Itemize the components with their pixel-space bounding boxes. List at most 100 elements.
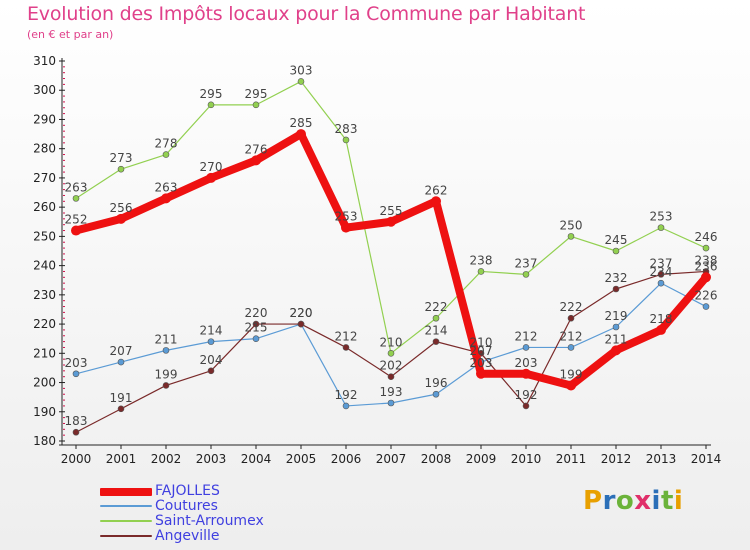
data-label-saint-arroumex: 222 <box>425 300 448 314</box>
data-label-saint-arroumex: 246 <box>695 230 718 244</box>
data-label-coutures: 207 <box>470 344 493 358</box>
data-point-coutures <box>432 390 440 398</box>
data-point-coutures <box>72 370 80 378</box>
data-label-saint-arroumex: 253 <box>650 210 673 224</box>
data-label-angeville: 214 <box>425 324 448 338</box>
y-tick-label: 270 <box>33 171 56 185</box>
x-tick-label: 2009 <box>466 452 497 466</box>
data-label-fajolles: 285 <box>290 116 313 130</box>
data-point-fajolles <box>251 155 261 166</box>
data-label-saint-arroumex: 237 <box>515 256 538 270</box>
data-label-angeville: 232 <box>605 271 628 285</box>
data-point-coutures <box>207 338 215 345</box>
data-label-angeville: 183 <box>65 414 88 428</box>
logo-letter: i <box>651 486 661 516</box>
data-point-angeville <box>612 285 620 293</box>
data-label-angeville: 191 <box>110 391 133 405</box>
data-label-angeville: 202 <box>380 359 403 373</box>
logo-letter: P <box>583 486 603 516</box>
logo-letter: t <box>660 486 674 516</box>
data-label-saint-arroumex: 250 <box>560 218 583 232</box>
data-label-fajolles: 253 <box>335 210 358 224</box>
y-tick-label: 220 <box>33 317 56 331</box>
data-point-fajolles <box>476 368 486 379</box>
data-label-angeville: 237 <box>650 256 673 270</box>
data-point-saint-arroumex <box>162 151 170 158</box>
data-label-angeville: 192 <box>515 388 538 402</box>
x-tick-label: 2010 <box>511 452 542 466</box>
x-tick-label: 2002 <box>151 452 182 466</box>
logo-letter: o <box>615 486 635 516</box>
data-point-coutures <box>522 344 530 351</box>
legend-swatch-fajolles <box>100 488 152 496</box>
data-label-coutures: 193 <box>380 385 403 399</box>
data-label-saint-arroumex: 295 <box>245 87 268 101</box>
legend-swatch-saint-arroumex <box>100 520 152 522</box>
data-label-coutures: 207 <box>110 344 133 358</box>
data-point-fajolles <box>431 196 441 207</box>
data-label-saint-arroumex: 273 <box>110 151 133 165</box>
data-label-saint-arroumex: 263 <box>65 180 88 194</box>
data-point-angeville <box>522 402 530 410</box>
proxiti-logo: Proxiti <box>583 486 683 516</box>
data-point-saint-arroumex <box>522 271 530 278</box>
data-label-angeville: 212 <box>335 329 358 343</box>
data-point-saint-arroumex <box>567 233 575 240</box>
data-label-fajolles: 211 <box>605 332 628 346</box>
data-point-fajolles <box>296 129 306 140</box>
x-tick-label: 2011 <box>556 452 587 466</box>
y-tick-label: 230 <box>33 288 56 302</box>
y-tick-label: 290 <box>33 112 56 126</box>
data-label-coutures: 215 <box>245 321 268 335</box>
data-point-angeville <box>297 320 305 328</box>
data-label-coutures: 203 <box>65 356 88 370</box>
x-tick-label: 2013 <box>646 452 677 466</box>
x-tick-label: 2004 <box>241 452 272 466</box>
data-point-saint-arroumex <box>657 224 665 231</box>
data-label-coutures: 220 <box>290 306 313 320</box>
data-label-coutures: 192 <box>335 388 358 402</box>
y-tick-label: 300 <box>33 83 56 97</box>
data-label-fajolles: 252 <box>65 213 88 227</box>
legend-label-saint-arroumex: Saint-Arroumex <box>155 513 264 529</box>
data-point-angeville <box>207 367 215 375</box>
data-point-saint-arroumex <box>297 78 305 85</box>
data-label-coutures: 212 <box>560 329 583 343</box>
data-point-coutures <box>117 358 125 366</box>
data-label-fajolles: 203 <box>515 356 538 370</box>
data-point-coutures <box>612 323 620 331</box>
data-label-angeville: 204 <box>200 353 223 367</box>
data-point-fajolles <box>71 225 81 236</box>
data-point-angeville <box>432 338 440 345</box>
data-point-saint-arroumex <box>252 101 260 109</box>
legend-label-coutures: Coutures <box>155 498 218 514</box>
data-point-angeville <box>342 344 350 351</box>
data-label-angeville: 210 <box>470 335 493 349</box>
logo-letter: x <box>634 486 652 516</box>
data-point-saint-arroumex <box>612 247 620 255</box>
data-label-coutures: 226 <box>695 289 718 303</box>
x-tick-label: 2000 <box>61 452 92 466</box>
data-label-fajolles: 256 <box>110 201 133 215</box>
data-label-coutures: 219 <box>605 309 628 323</box>
data-label-fajolles: 263 <box>155 180 178 194</box>
data-point-fajolles <box>566 380 576 391</box>
y-tick-label: 200 <box>33 376 56 390</box>
data-point-angeville <box>162 382 170 389</box>
data-label-saint-arroumex: 303 <box>290 63 313 77</box>
data-point-coutures <box>567 344 575 351</box>
legend-label-angeville: Angeville <box>155 528 220 544</box>
data-point-angeville <box>387 373 395 380</box>
data-label-saint-arroumex: 238 <box>470 253 493 267</box>
x-tick-label: 2001 <box>106 452 137 466</box>
data-label-coutures: 211 <box>155 332 178 346</box>
data-point-fajolles <box>656 324 666 335</box>
data-point-coutures <box>252 335 260 342</box>
x-tick-label: 2012 <box>601 452 632 466</box>
data-point-coutures <box>702 303 710 310</box>
y-tick-label: 180 <box>33 434 56 448</box>
data-point-saint-arroumex <box>432 314 440 322</box>
data-point-fajolles <box>161 193 171 204</box>
data-point-angeville <box>657 271 665 278</box>
